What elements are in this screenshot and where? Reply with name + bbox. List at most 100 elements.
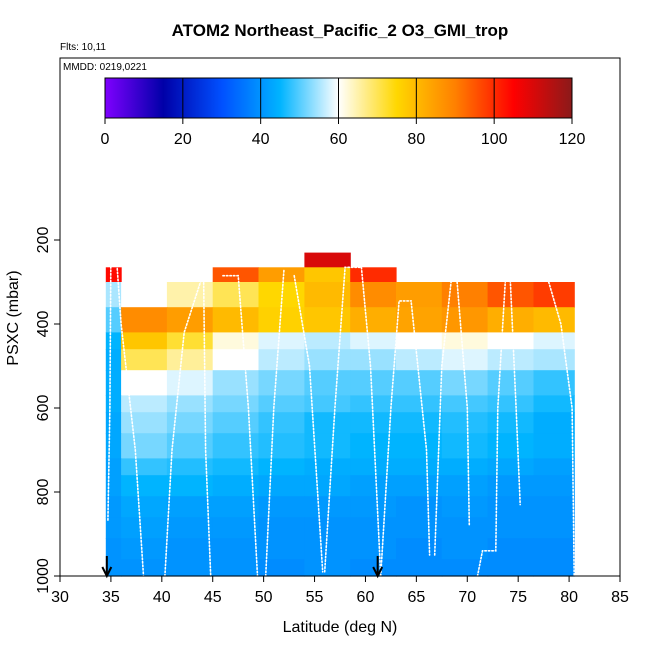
heatmap-cells — [105, 252, 575, 577]
flight-track — [410, 302, 431, 556]
heatmap-cell — [350, 517, 397, 539]
heatmap-cell — [304, 559, 351, 577]
heatmap-cell — [258, 267, 305, 283]
heatmap-cell — [304, 349, 351, 371]
heatmap-cell — [487, 370, 534, 396]
plot-frame — [59, 57, 621, 577]
heatmap-cell — [396, 475, 443, 497]
heatmap-cell — [105, 496, 122, 518]
x-tick-label: 45 — [204, 589, 222, 606]
heatmap-cell — [105, 458, 122, 476]
heatmap-cell — [304, 475, 351, 497]
heatmap-cell — [441, 433, 489, 459]
flight-track — [222, 274, 259, 577]
heatmap-cell — [350, 282, 397, 308]
y-tick-label: 1000 — [35, 558, 52, 594]
x-tick-label: 80 — [560, 589, 578, 606]
heatmap-cell — [441, 475, 489, 497]
heatmap-cell — [533, 559, 575, 577]
heatmap-cell — [166, 282, 214, 308]
heatmap-cell — [441, 517, 489, 539]
heatmap-cell — [396, 517, 443, 539]
heatmap-cell — [487, 433, 534, 459]
heatmap-cell — [441, 538, 489, 560]
heatmap-cell — [396, 538, 443, 560]
heatmap-cell — [533, 395, 575, 413]
heatmap-cell — [121, 458, 168, 476]
flight-track — [509, 272, 522, 506]
heatmap-cell — [121, 475, 168, 497]
flight-track — [293, 274, 324, 573]
heatmap-cell — [212, 433, 260, 459]
heatmap-cell — [121, 517, 168, 539]
heatmap-cell — [212, 395, 260, 413]
heatmap-cell — [441, 412, 489, 434]
x-tick-label: 85 — [611, 589, 629, 606]
heatmap-cell — [258, 412, 305, 434]
x-tick-label: 30 — [51, 589, 69, 606]
flight-track — [202, 274, 212, 577]
heatmap-cell — [350, 307, 397, 333]
flight-track — [323, 266, 362, 573]
heatmap-cell — [212, 458, 260, 476]
heatmap-cell — [396, 433, 443, 459]
heatmap-cell — [166, 458, 214, 476]
heatmap-cell — [396, 307, 443, 333]
heatmap-cell — [533, 496, 575, 518]
heatmap-cell — [533, 282, 575, 308]
flight-tracks — [107, 251, 576, 577]
heatmap-cell — [105, 282, 122, 308]
heatmap-cell — [212, 538, 260, 560]
heatmap-cell — [304, 267, 351, 283]
down-arrow-head — [372, 566, 384, 579]
heatmap-cell — [105, 349, 122, 371]
heatmap-cell — [441, 349, 489, 371]
dates-label: MMDD: 0219,0221 — [63, 62, 147, 73]
heatmap-cell — [121, 538, 168, 560]
heatmap-cell — [121, 332, 168, 350]
heatmap-cell — [258, 559, 305, 577]
heatmap-cell — [304, 433, 351, 459]
heatmap-cell — [212, 475, 260, 497]
heatmap-cell — [166, 395, 214, 413]
heatmap-cell — [212, 307, 260, 333]
heatmap-cell — [487, 458, 534, 476]
heatmap-cell — [304, 496, 351, 518]
heatmap-cell — [396, 496, 443, 518]
y-tick-label: 600 — [35, 395, 52, 422]
flight-track — [116, 264, 145, 577]
colorbar-tick-label: 60 — [330, 131, 348, 148]
heatmap-cell — [487, 307, 534, 333]
heatmap-cell — [166, 412, 214, 434]
heatmap-cell — [212, 267, 260, 283]
arrow-markers — [101, 556, 384, 579]
heatmap-cell — [166, 370, 214, 396]
heatmap-cell — [304, 307, 351, 333]
heatmap-cell — [166, 559, 214, 577]
heatmap-cell — [258, 307, 305, 333]
x-axis: 30 35 40 45 50 55 60 65 70 75 80 85 — [51, 576, 629, 606]
heatmap-cell — [105, 332, 122, 350]
y-tick-label: 400 — [35, 311, 52, 338]
heatmap-cell — [441, 496, 489, 518]
heatmap-cell — [166, 332, 214, 350]
y-tick-label: 800 — [35, 479, 52, 506]
heatmap-cell — [441, 559, 489, 577]
heatmap-cell — [258, 496, 305, 518]
flight-track — [164, 274, 204, 577]
heatmap-cell — [533, 332, 575, 350]
heatmap-cell — [121, 307, 168, 333]
heatmap-cell — [441, 395, 489, 413]
heatmap-cell — [166, 349, 214, 371]
heatmap-cell — [258, 538, 305, 560]
flight-track — [476, 268, 507, 577]
heatmap-cell — [304, 538, 351, 560]
heatmap-cell — [212, 332, 260, 350]
colorbar-tick-label: 40 — [252, 131, 270, 148]
chart-title: ATOM2 Northeast_Pacific_2 O3_GMI_trop — [172, 21, 509, 40]
x-tick-label: 70 — [458, 589, 476, 606]
heatmap-cell — [258, 332, 305, 350]
heatmap-cell — [212, 349, 260, 371]
heatmap-cell — [105, 307, 122, 333]
heatmap-cell — [121, 395, 168, 413]
